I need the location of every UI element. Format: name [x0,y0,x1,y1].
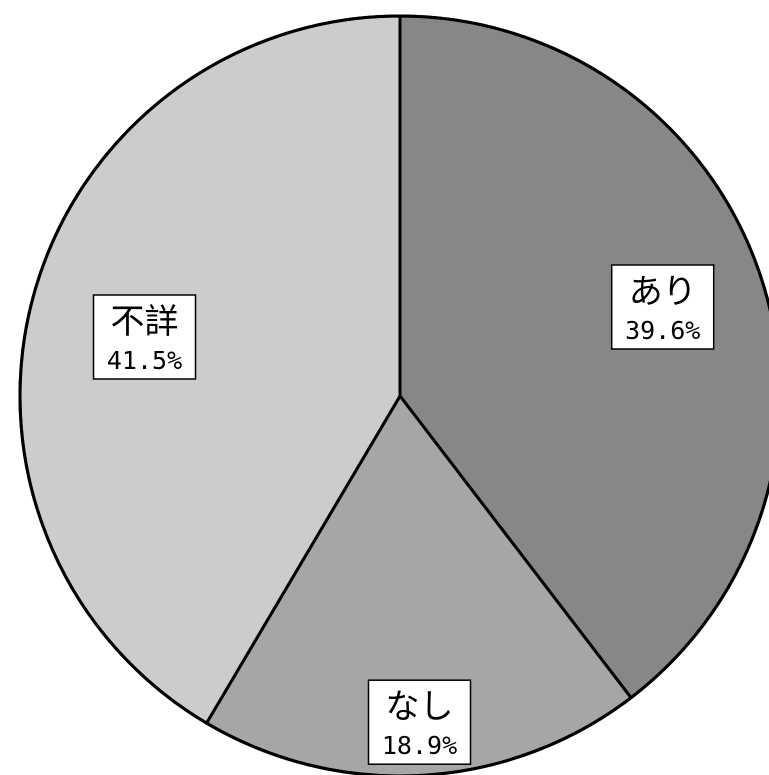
slice-value-label: 41.5% [107,346,182,375]
pie-outline [18,14,769,775]
slice-label-box [367,679,472,765]
slice-category-label: なし [386,687,454,727]
slice-value-label: 18.9% [382,731,457,760]
slice-category-label: あり [629,272,697,312]
slice-label-box [610,264,715,350]
pie-labels: あり 39.6% なし 18.9% 不詳 41.5% [92,264,715,765]
slice-category-label: 不詳 [111,302,179,342]
slice-label-3: 不詳 41.5% [92,294,197,380]
slice-value-label: 39.6% [625,316,700,345]
slice-label-1: あり 39.6% [610,264,715,350]
pie-slices [18,14,769,775]
slice-label-box [92,294,197,380]
slice-label-2: なし 18.9% [367,679,472,765]
